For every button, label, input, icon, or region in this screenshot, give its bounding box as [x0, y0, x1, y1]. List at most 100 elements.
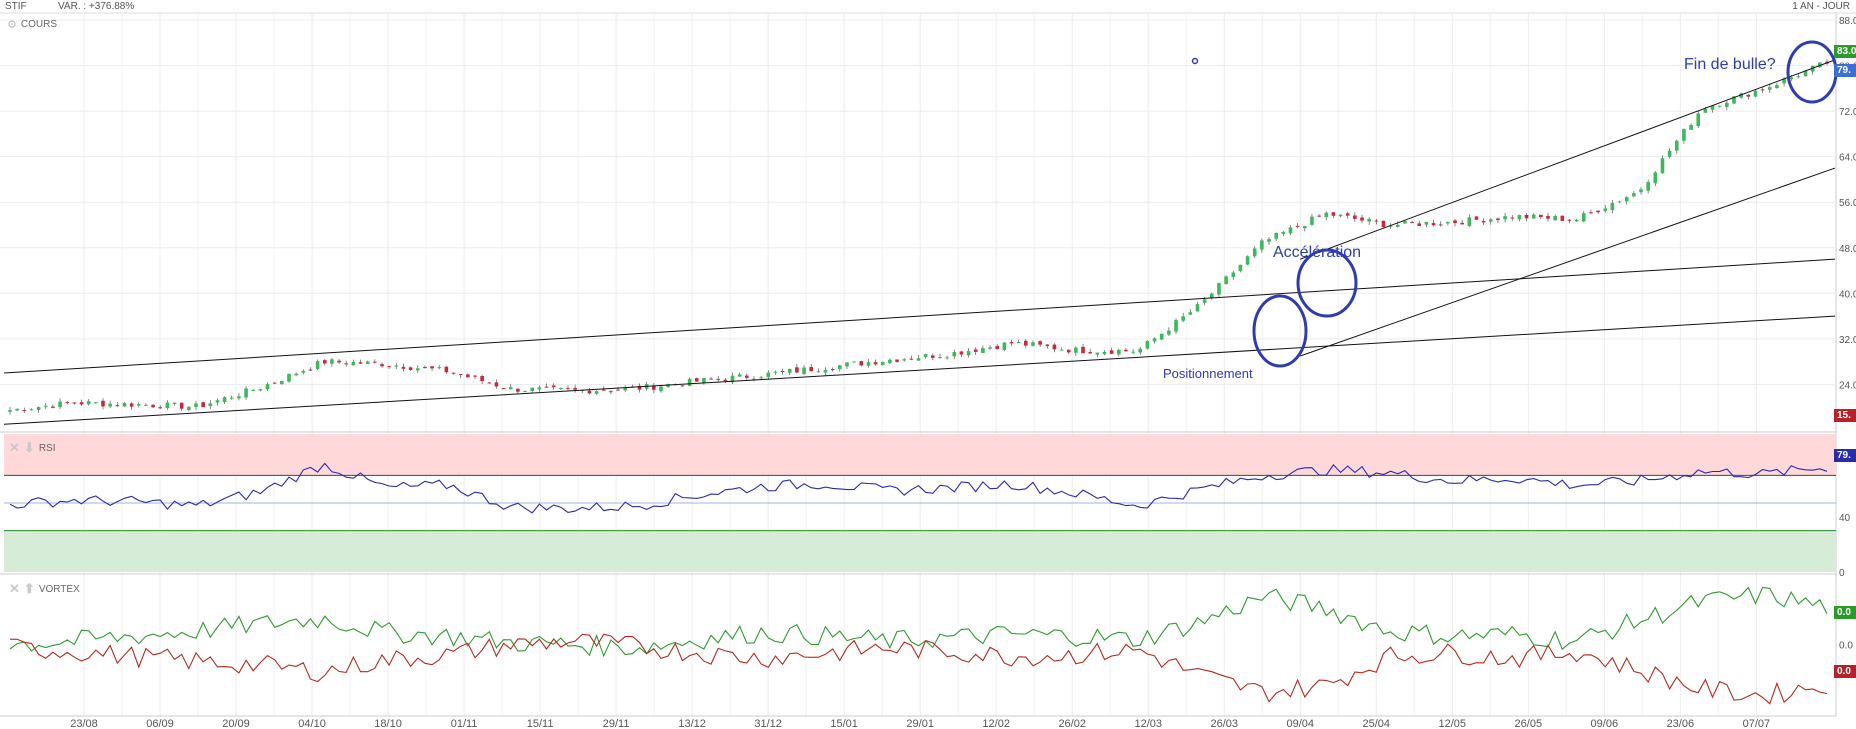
candle-up: [508, 387, 513, 390]
x-tick-label: 15/11: [527, 718, 554, 729]
x-tick-label: 13/12: [678, 718, 706, 729]
candle-down: [423, 367, 427, 369]
candle-up: [1775, 85, 1779, 89]
candle-up: [1603, 208, 1608, 211]
candle-up: [787, 368, 792, 373]
candle-up: [1367, 218, 1371, 222]
y-tick-label: 88.0: [1839, 16, 1856, 27]
candle-up: [15, 408, 19, 411]
candle-up: [330, 359, 334, 364]
x-tick-label: 01/11: [451, 718, 478, 729]
candle-up: [394, 365, 399, 367]
arrow-down-icon[interactable]: ⬇: [23, 440, 35, 455]
y-tick-label: 64.0: [1839, 153, 1856, 164]
candle-up: [952, 352, 957, 357]
candle-up: [852, 361, 856, 363]
candle-down: [494, 382, 499, 387]
candle-up: [866, 362, 871, 366]
trendline: [1300, 167, 1836, 357]
period-selector[interactable]: 1 AN - JOUR: [1792, 1, 1850, 12]
candle-down: [1460, 222, 1464, 225]
x-tick-label: 12/03: [1134, 718, 1162, 729]
candle-up: [702, 378, 706, 383]
x-tick-label: 04/10: [298, 718, 326, 729]
x-tick-label: 23/06: [1667, 718, 1695, 729]
candle-up: [1395, 224, 1400, 227]
candle-down: [1109, 350, 1114, 354]
candle-up: [1131, 351, 1135, 353]
candle-up: [1224, 276, 1228, 284]
candle-up: [1639, 189, 1643, 193]
candle-up: [1488, 219, 1493, 222]
candle-up: [8, 410, 12, 412]
candle-down: [72, 402, 77, 404]
candle-up: [1818, 62, 1822, 68]
candle-down: [1088, 352, 1092, 354]
candle-down: [308, 369, 313, 371]
candle-up: [623, 387, 628, 391]
candle-up: [1167, 330, 1171, 335]
candle-up: [136, 404, 141, 406]
candle-up: [215, 400, 220, 403]
candle-down: [22, 410, 27, 412]
settings-gear-icon[interactable]: ⚙: [7, 19, 17, 31]
candle-up: [530, 387, 535, 392]
x-tick-label: 15/01: [830, 718, 858, 729]
x-tick-label: 29/11: [603, 718, 630, 729]
candle-up: [1031, 342, 1035, 346]
candle-up: [1660, 158, 1665, 174]
x-tick-label: 09/04: [1286, 718, 1314, 729]
candle-up: [1145, 340, 1150, 349]
candle-down: [1317, 215, 1321, 217]
candle-down: [544, 386, 549, 388]
candle-down: [830, 369, 835, 371]
candle-down: [909, 358, 914, 360]
candle-down: [1353, 215, 1357, 219]
candle-down: [616, 389, 620, 391]
x-tick-label: 12/02: [982, 718, 1010, 729]
candle-up: [1767, 87, 1772, 90]
candle-up: [1260, 240, 1264, 250]
candle-down: [473, 375, 477, 377]
vortex-plus-badge: 0.0: [1834, 606, 1856, 619]
x-tick-label: 12/05: [1439, 718, 1467, 729]
close-icon[interactable]: ✕: [9, 581, 20, 596]
price-panel-title: COURS: [20, 19, 57, 30]
arrow-up-icon[interactable]: ⬆: [23, 581, 35, 596]
candle-up: [86, 401, 91, 405]
close-icon[interactable]: ✕: [9, 440, 20, 455]
candle-down: [973, 349, 978, 352]
candle-up: [1288, 227, 1293, 234]
candle-up: [1074, 347, 1078, 353]
candle-up: [1195, 304, 1200, 312]
candle-up: [1610, 203, 1615, 211]
candle-down: [587, 390, 592, 394]
vortex-minus-badge: 0.0: [1834, 665, 1856, 678]
candle-up: [1403, 220, 1407, 224]
rsi-overbought-zone: [4, 434, 1836, 476]
annotation-ellipse-positionnement: [1252, 294, 1308, 368]
candle-down: [1481, 220, 1486, 223]
candle-up: [888, 359, 892, 364]
candle-down: [1381, 220, 1386, 228]
candle-up: [1789, 77, 1794, 80]
candles-group: [8, 59, 1829, 415]
candle-up: [122, 402, 127, 407]
candle-down: [1560, 215, 1565, 221]
candle-down: [201, 402, 205, 408]
candle-up: [1517, 215, 1522, 220]
candle-down: [652, 385, 656, 390]
x-tick-label: 06/09: [146, 718, 174, 729]
candle-up: [594, 391, 599, 394]
candle-down: [1295, 225, 1300, 227]
candle-up: [36, 407, 41, 410]
x-tick-label: 26/02: [1058, 718, 1086, 729]
candle-up: [1624, 197, 1629, 202]
candle-up: [1174, 319, 1178, 332]
candle-up: [730, 375, 735, 383]
candle-down: [373, 361, 377, 363]
candle-up: [537, 387, 542, 390]
candle-up: [773, 371, 778, 373]
candle-down: [158, 407, 163, 409]
